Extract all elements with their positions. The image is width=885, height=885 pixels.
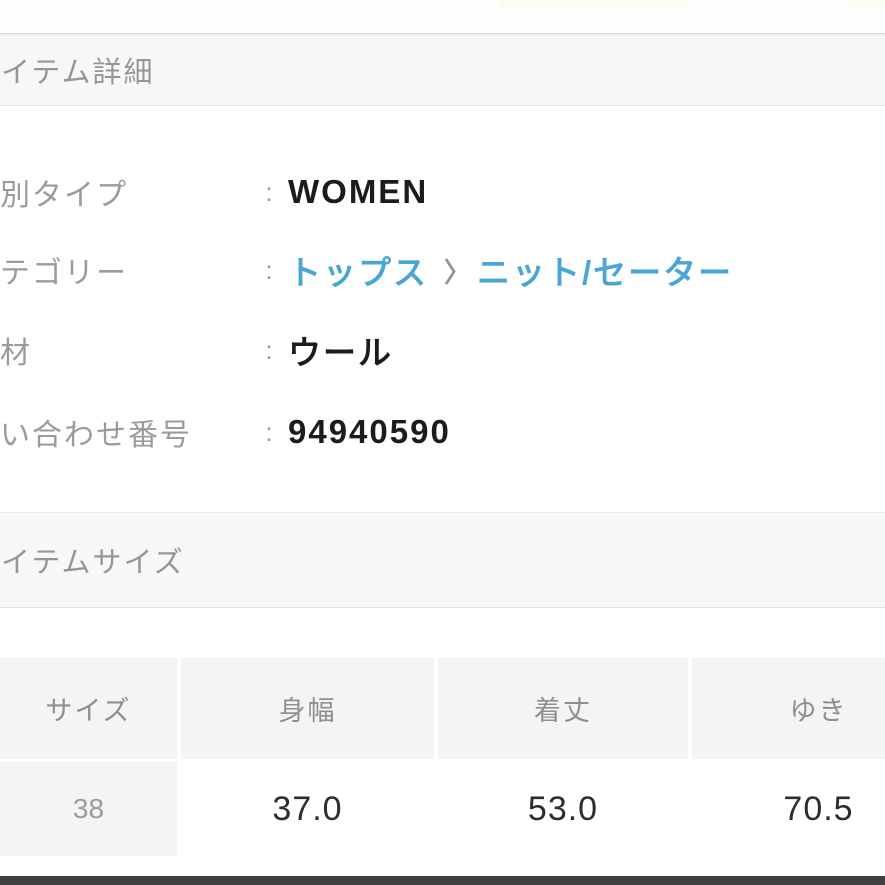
size-table: サイズ 身幅 着丈 ゆき 38 37.0 53.0 70.5 bbox=[0, 658, 885, 856]
size-table-cell-body-width-value: 37.0 bbox=[181, 762, 434, 856]
detail-colon: : bbox=[265, 334, 273, 365]
detail-value-material: ウール bbox=[288, 334, 393, 371]
detail-label: い合わせ番号 bbox=[0, 419, 192, 452]
detail-value-gender: WOMEN bbox=[288, 173, 429, 210]
section-header-item-detail: イテム詳細 bbox=[0, 33, 885, 106]
size-table-cell-sleeve-value: 70.5 bbox=[692, 762, 885, 856]
top-bar-highlight bbox=[500, 0, 690, 7]
size-table-cell-length-value: 53.0 bbox=[438, 762, 688, 856]
detail-row-category: テゴリー : トップス 〉 ニット/セーター bbox=[0, 229, 885, 311]
detail-colon: : bbox=[265, 416, 273, 447]
size-table-header-size: サイズ bbox=[0, 658, 177, 759]
top-bar-remnant bbox=[0, 0, 885, 34]
size-table-header-sleeve: ゆき bbox=[692, 658, 885, 759]
size-table-header-length: 着丈 bbox=[438, 658, 688, 759]
detail-label: 別タイプ bbox=[0, 179, 128, 212]
size-table-cell-size-value: 38 bbox=[0, 762, 177, 856]
detail-colon: : bbox=[265, 176, 273, 207]
top-bar-highlight bbox=[848, 0, 885, 7]
chevron-right-icon: 〉 bbox=[444, 257, 471, 288]
detail-label: 材 bbox=[0, 337, 32, 370]
bottom-bar-remnant bbox=[0, 876, 885, 885]
section-header-item-size: イテムサイズ bbox=[0, 512, 885, 608]
detail-row-inquiry-number: い合わせ番号 : 94940590 bbox=[0, 391, 885, 473]
size-table-header-body-width: 身幅 bbox=[181, 658, 434, 759]
section-title-item-size: イテムサイズ bbox=[1, 547, 185, 579]
category-link-tops[interactable]: トップス bbox=[288, 254, 428, 291]
section-title-item-detail: イテム詳細 bbox=[1, 56, 155, 89]
detail-row-gender-type: 別タイプ : WOMEN bbox=[0, 151, 885, 233]
detail-value-inquiry-number: 94940590 bbox=[288, 413, 451, 450]
detail-row-material: 材 : ウール bbox=[0, 309, 885, 391]
detail-label: テゴリー bbox=[0, 257, 128, 290]
detail-colon: : bbox=[265, 254, 273, 285]
category-link-knit-sweater[interactable]: ニット/セーター bbox=[477, 254, 734, 291]
